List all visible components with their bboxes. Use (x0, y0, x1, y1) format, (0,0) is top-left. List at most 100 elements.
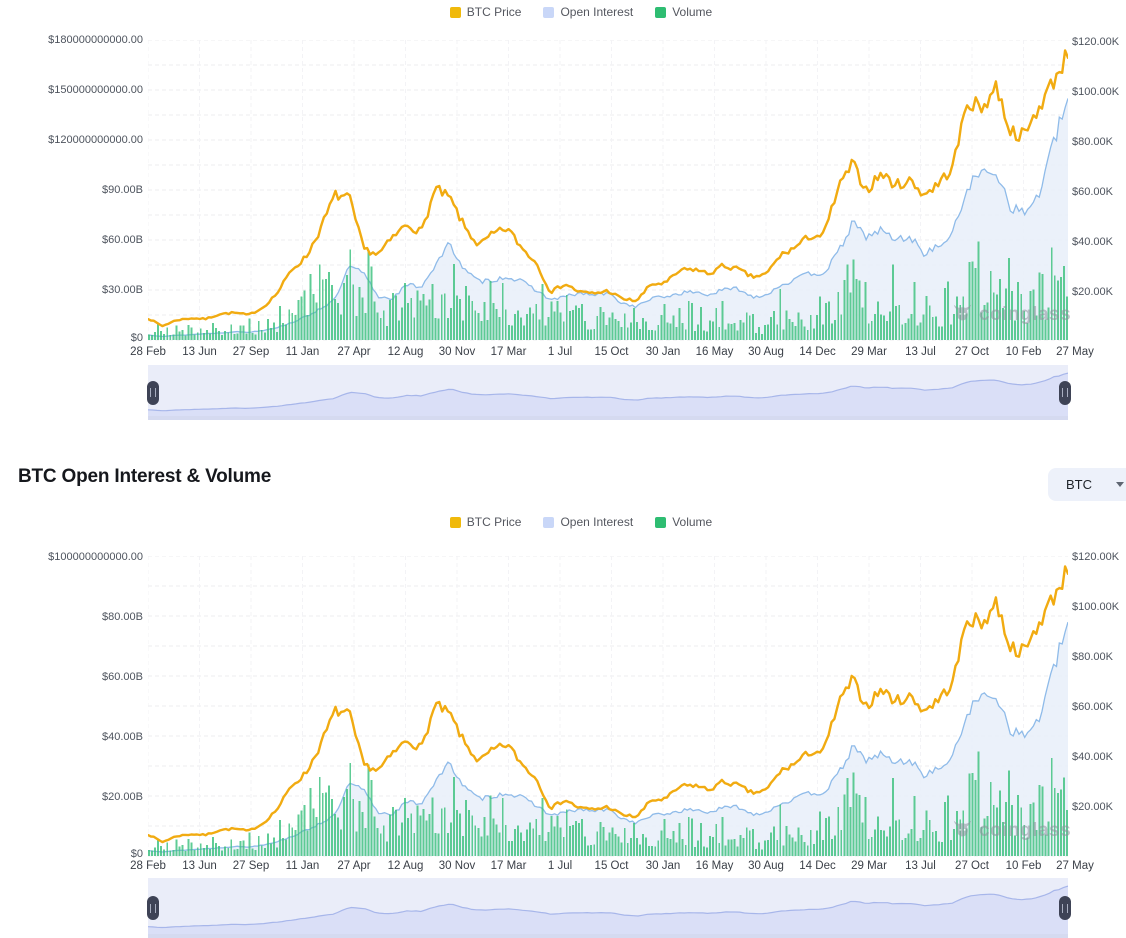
x-axis-label: 10 Feb (1005, 860, 1042, 872)
x-axis-label: 14 Dec (799, 860, 836, 872)
x-axis-label: 30 Aug (748, 860, 784, 872)
x-axis-label: 13 Jul (905, 346, 936, 358)
x-axis-label: 29 Mar (851, 860, 887, 872)
section-title: BTC Open Interest & Volume (18, 466, 272, 487)
x-axis-label: 29 Mar (851, 346, 887, 358)
y-axis-label-right: $100.00K (1072, 601, 1120, 613)
x-axis-label: 27 Oct (955, 346, 989, 358)
legend-label: BTC Price (466, 5, 522, 19)
legend-swatch (449, 516, 461, 528)
legend-label: Volume (672, 5, 713, 19)
x-axis-label: 28 Feb (130, 346, 166, 358)
x-axis-label: 16 May (695, 860, 734, 872)
x-axis-label: 13 Jun (182, 346, 217, 358)
x-axis-label: 11 Jan (285, 860, 320, 872)
x-axis-label: 12 Aug (387, 346, 424, 358)
handle-grip-icon (150, 388, 156, 397)
x-axis-label: 17 Mar (490, 346, 527, 358)
y-axis-label-right: $20.00K (1072, 801, 1113, 813)
legend-label: BTC Price (466, 515, 522, 529)
legend-label: Open Interest (560, 515, 634, 529)
y-axis-label-left: $180000000000.00 (48, 34, 143, 46)
x-axis-label: 30 Aug (748, 346, 784, 358)
handle-grip-icon (1062, 903, 1068, 913)
y-axis-label-right: $20.00K (1072, 286, 1113, 298)
y-axis-label-left: $100000000000.00 (48, 551, 143, 563)
chevron-down-icon (1116, 482, 1124, 487)
x-axis-label: 1 Jul (547, 346, 573, 358)
y-axis-label-right: $40.00K (1072, 236, 1113, 248)
handle-grip-icon (150, 903, 156, 913)
coin-selector-dropdown[interactable]: BTC (1048, 468, 1126, 501)
legend-swatch (449, 6, 461, 18)
x-axis-label: 13 Jul (905, 860, 936, 872)
y-axis-label-right: $120.00K (1072, 551, 1120, 563)
y-axis-label-right: $100.00K (1072, 86, 1120, 98)
chart-navigator[interactable] (148, 365, 1068, 420)
y-axis-label-right: $120.00K (1072, 36, 1120, 48)
x-axis-label: 30 Nov (438, 346, 476, 358)
nav-handle-right[interactable] (1059, 380, 1071, 405)
legend-swatch (655, 516, 667, 528)
y-axis-label-left: $0 (130, 332, 143, 344)
legend-item-volume[interactable]: Volume (655, 5, 712, 19)
x-axis-label: 27 Sep (232, 346, 270, 358)
legend-swatch (655, 6, 667, 18)
x-axis-label: 30 Jan (645, 860, 681, 872)
nav-handle-left[interactable] (147, 896, 159, 920)
x-axis-label: 13 Jun (182, 860, 217, 872)
chart-navigator[interactable] (148, 878, 1068, 938)
x-axis-label: 14 Dec (799, 346, 836, 358)
x-axis-label: 28 Feb (130, 860, 166, 872)
x-axis-label: 27 Sep (232, 860, 270, 872)
y-axis-label-right: $40.00K (1072, 751, 1113, 763)
x-axis-label: 1 Jul (547, 860, 573, 872)
x-axis-label: 30 Jan (645, 346, 681, 358)
legend-item-open-interest[interactable]: Open Interest (543, 515, 633, 529)
x-axis-label: 30 Nov (438, 860, 476, 872)
y-axis-label-left: $90.00B (102, 184, 143, 196)
x-axis-label: 10 Feb (1005, 346, 1042, 358)
nav-handle-right[interactable] (1059, 896, 1071, 920)
y-axis-label-right: $80.00K (1072, 651, 1113, 663)
y-axis-label-right: $80.00K (1072, 136, 1113, 148)
x-axis-label: 27 May (1056, 860, 1094, 872)
y-axis-label-right: $60.00K (1072, 186, 1113, 198)
plot-area[interactable] (148, 556, 1068, 858)
nav-handle-left[interactable] (147, 380, 159, 405)
x-axis-label: 16 May (695, 346, 734, 358)
legend-item-volume[interactable]: Volume (655, 515, 712, 529)
legend-item-btc-price[interactable]: BTC Price (449, 515, 522, 529)
x-axis-label: 15 Oct (594, 860, 629, 872)
plot-area[interactable] (148, 40, 1068, 342)
y-axis-label-left: $30.00B (102, 284, 143, 296)
legend: BTC Price Open Interest Volume (18, 514, 1126, 530)
y-axis-label-left: $60.00B (102, 671, 143, 683)
y-axis-label-left: $150000000000.00 (48, 84, 143, 96)
x-axis-label: 27 Apr (337, 860, 371, 872)
section-header: BTC Open Interest & Volume BTC (0, 462, 1126, 504)
x-axis-label: 27 Apr (337, 346, 371, 358)
y-axis-label-right: $60.00K (1072, 701, 1113, 713)
y-axis-label-left: $120000000000.00 (48, 134, 143, 146)
y-axis-label-left: $20.00B (102, 791, 143, 803)
x-axis-label: 27 May (1056, 346, 1094, 358)
coin-selector-value: BTC (1066, 477, 1092, 492)
x-axis-label: 12 Aug (387, 860, 424, 872)
x-axis-label: 11 Jan (285, 346, 320, 358)
legend-item-btc-price[interactable]: BTC Price (449, 5, 522, 19)
y-axis-label-left: $60.00B (102, 234, 143, 246)
legend-swatch (543, 516, 555, 528)
handle-grip-icon (1062, 388, 1068, 397)
y-axis-label-left: $40.00B (102, 731, 143, 743)
x-axis-label: 27 Oct (955, 860, 989, 872)
legend-swatch (543, 6, 555, 18)
legend-item-open-interest[interactable]: Open Interest (543, 5, 633, 19)
y-axis-label-left: $80.00B (102, 611, 143, 623)
legend: BTC Price Open Interest Volume (18, 4, 1126, 20)
legend-label: Volume (672, 515, 713, 529)
y-axis-label-left: $0 (130, 848, 143, 860)
x-axis-label: 15 Oct (594, 346, 629, 358)
x-axis-label: 17 Mar (490, 860, 527, 872)
